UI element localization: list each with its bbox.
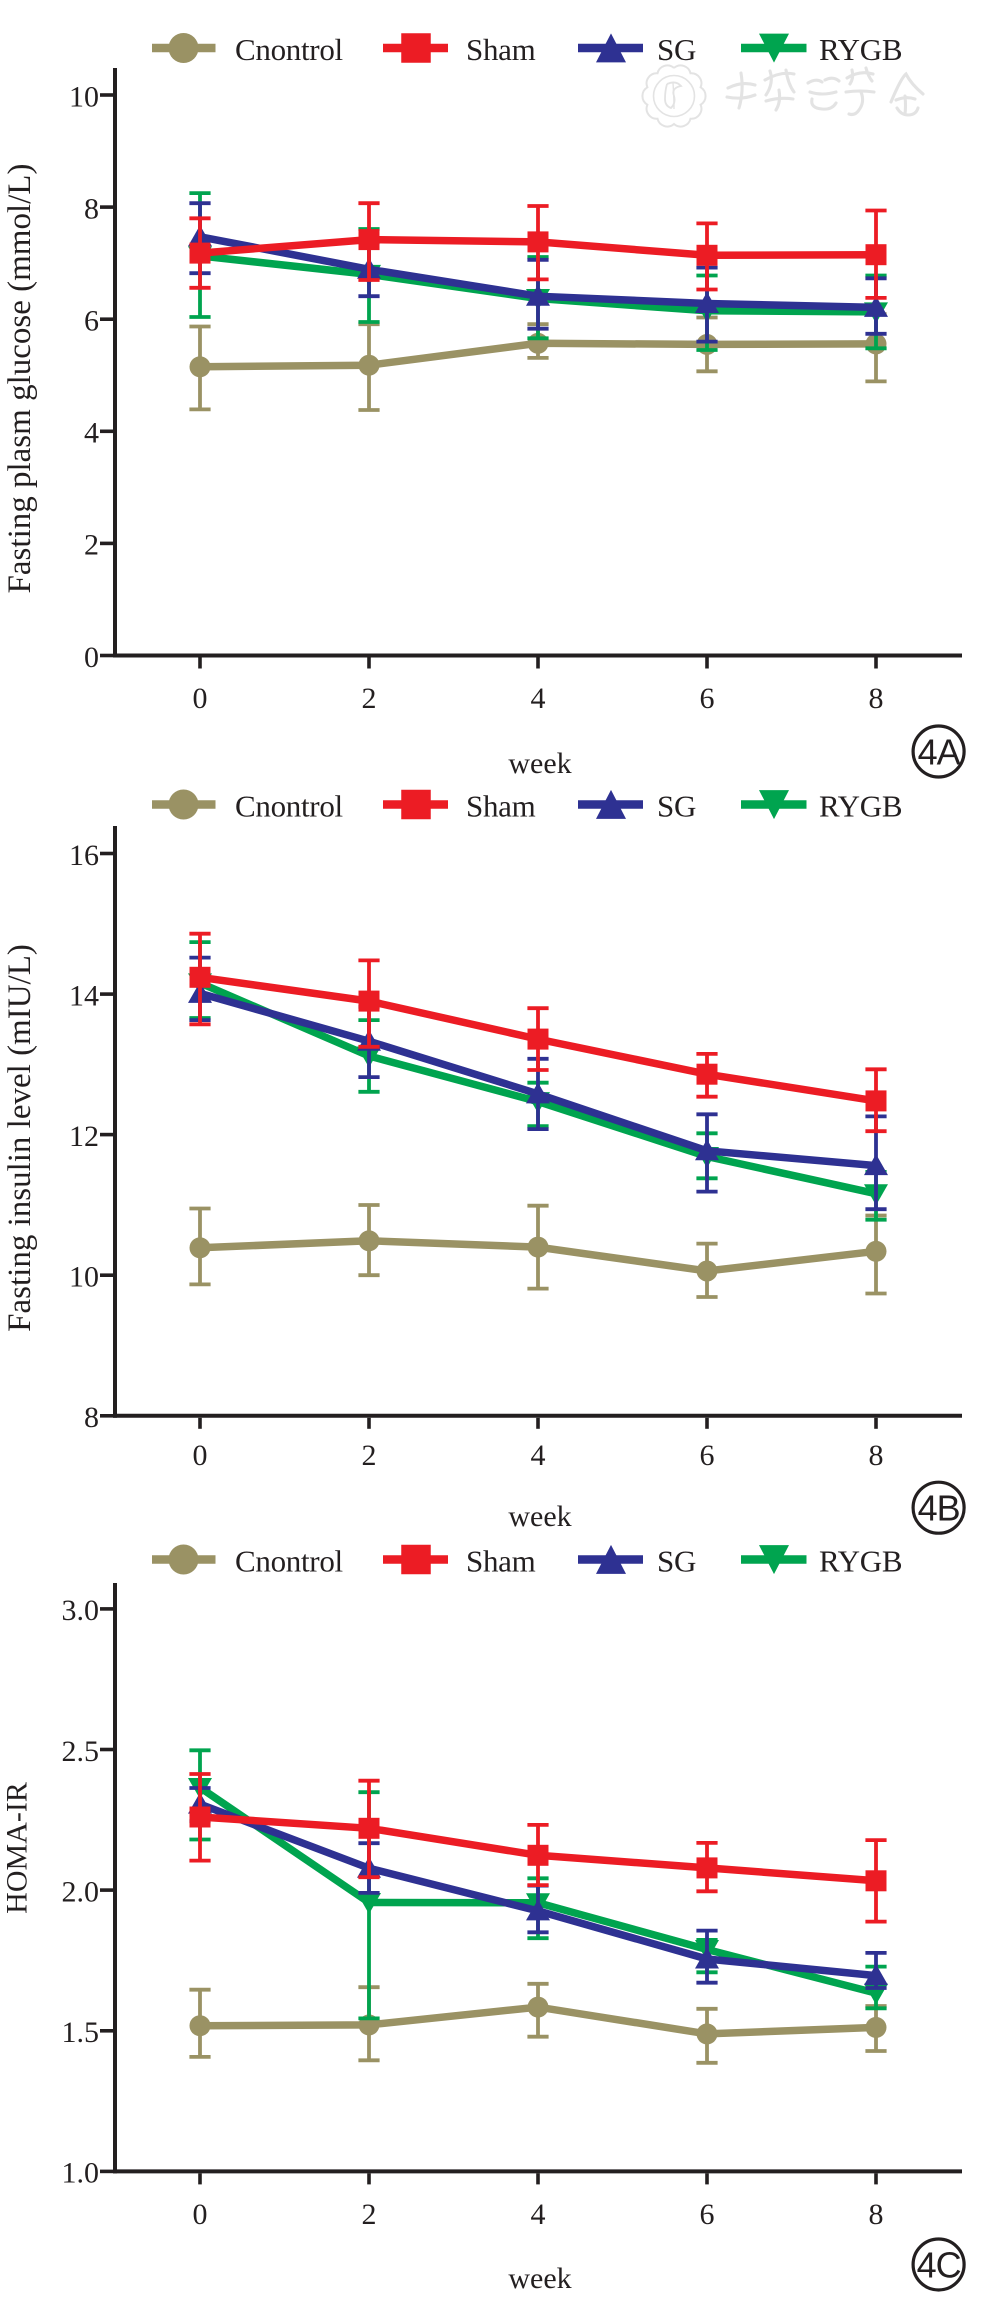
svg-text:0: 0 [193, 2198, 208, 2231]
svg-text:16: 16 [69, 839, 99, 872]
svg-text:12: 12 [69, 1120, 99, 1153]
svg-text:1.0: 1.0 [62, 2157, 100, 2190]
svg-text:4: 4 [531, 1439, 546, 1472]
svg-text:0: 0 [84, 641, 99, 674]
svg-text:10: 10 [69, 80, 99, 113]
svg-text:6: 6 [700, 2198, 715, 2231]
svg-text:week: week [508, 2262, 571, 2295]
svg-text:2: 2 [362, 2198, 377, 2231]
svg-text:Sham: Sham [466, 32, 536, 67]
svg-text:SG: SG [657, 789, 696, 824]
svg-text:SG: SG [657, 1544, 696, 1579]
svg-text:6: 6 [700, 682, 715, 715]
svg-text:week: week [508, 747, 571, 780]
svg-text:2: 2 [362, 682, 377, 715]
svg-text:3.0: 3.0 [62, 1594, 100, 1627]
svg-text:Fasting plasm glucose (mmol/L): Fasting plasm glucose (mmol/L) [2, 164, 38, 594]
svg-text:HOMA-IR: HOMA-IR [0, 1782, 33, 1914]
svg-text:6: 6 [700, 1439, 715, 1472]
svg-text:4: 4 [531, 2198, 546, 2231]
svg-text:4A: 4A [918, 732, 961, 773]
svg-text:10: 10 [69, 1261, 99, 1294]
svg-text:RYGB: RYGB [819, 789, 902, 824]
svg-text:8: 8 [869, 2198, 884, 2231]
svg-text:Sham: Sham [466, 1544, 536, 1579]
svg-text:2.5: 2.5 [62, 1735, 100, 1768]
svg-text:4: 4 [84, 417, 99, 450]
svg-text:0: 0 [193, 1439, 208, 1472]
svg-text:14: 14 [69, 979, 99, 1012]
svg-text:8: 8 [84, 1401, 99, 1434]
svg-text:RYGB: RYGB [819, 1544, 902, 1579]
svg-text:8: 8 [869, 682, 884, 715]
svg-text:Sham: Sham [466, 789, 536, 824]
svg-text:SG: SG [657, 32, 696, 67]
svg-text:4B: 4B [918, 1488, 960, 1529]
svg-text:1.5: 1.5 [62, 2016, 100, 2049]
svg-text:Cnontrol: Cnontrol [235, 32, 343, 67]
svg-text:0: 0 [193, 682, 208, 715]
svg-text:week: week [508, 1500, 571, 1533]
svg-text:8: 8 [84, 192, 99, 225]
svg-text:Cnontrol: Cnontrol [235, 1544, 343, 1579]
svg-text:2: 2 [362, 1439, 377, 1472]
svg-text:2.0: 2.0 [62, 1875, 100, 1908]
svg-text:2: 2 [84, 529, 99, 562]
svg-text:Fasting insulin level (mIU/L): Fasting insulin level (mIU/L) [2, 944, 38, 1332]
svg-text:RYGB: RYGB [819, 32, 902, 67]
svg-text:Cnontrol: Cnontrol [235, 789, 343, 824]
svg-text:4: 4 [531, 682, 546, 715]
svg-text:6: 6 [84, 305, 99, 338]
svg-text:4C: 4C [917, 2245, 961, 2286]
svg-text:8: 8 [869, 1439, 884, 1472]
